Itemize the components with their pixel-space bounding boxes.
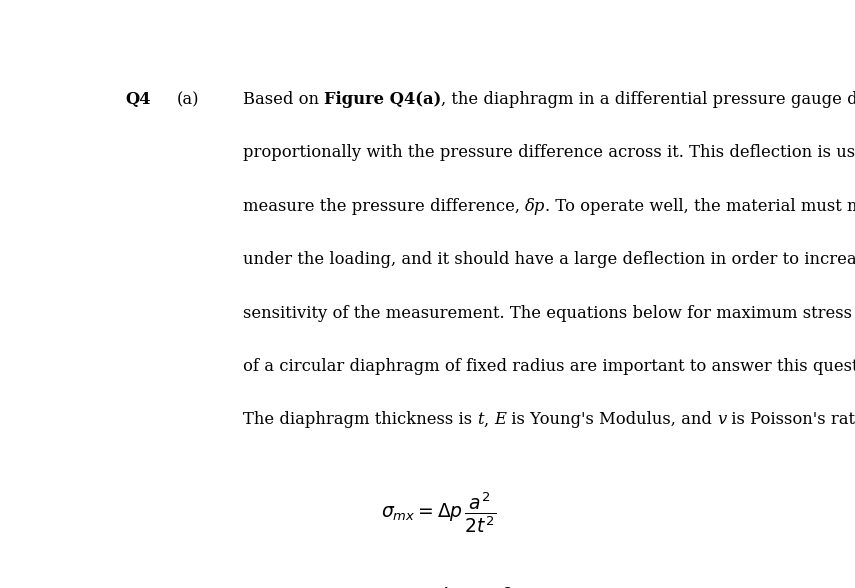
- Text: is Young's Modulus, and: is Young's Modulus, and: [506, 412, 717, 429]
- Text: . To operate well, the material must not fail: . To operate well, the material must not…: [545, 198, 855, 215]
- Text: of a circular diaphragm of fixed radius are important to answer this question.: of a circular diaphragm of fixed radius …: [243, 358, 855, 375]
- Text: $\delta = \dfrac{3\Delta p\,a^4(1 - v^2)}{16E\,t^3}$: $\delta = \dfrac{3\Delta p\,a^4(1 - v^2)…: [354, 585, 522, 588]
- Text: δp: δp: [525, 198, 545, 215]
- Text: t: t: [477, 412, 484, 429]
- Text: Figure Q4(a): Figure Q4(a): [324, 91, 441, 108]
- Text: Based on: Based on: [243, 91, 324, 108]
- Text: (a): (a): [176, 91, 199, 108]
- Text: sensitivity of the measurement. The equations below for maximum stress and: sensitivity of the measurement. The equa…: [243, 305, 855, 322]
- Text: ,: ,: [484, 412, 494, 429]
- Text: E: E: [494, 412, 506, 429]
- Text: The diaphragm thickness is: The diaphragm thickness is: [243, 412, 477, 429]
- Text: is Poisson's ratio.: is Poisson's ratio.: [727, 412, 855, 429]
- Text: , the diaphragm in a differential pressure gauge deflects: , the diaphragm in a differential pressu…: [441, 91, 855, 108]
- Text: $\sigma_{mx} = \Delta p\,\dfrac{a^2}{2t^2}$: $\sigma_{mx} = \Delta p\,\dfrac{a^2}{2t^…: [380, 490, 496, 534]
- Text: under the loading, and it should have a large deflection in order to increase th: under the loading, and it should have a …: [243, 251, 855, 268]
- Text: v: v: [717, 412, 727, 429]
- Text: proportionally with the pressure difference across it. This deflection is used t: proportionally with the pressure differe…: [243, 145, 855, 161]
- Text: measure the pressure difference,: measure the pressure difference,: [243, 198, 525, 215]
- Text: Q4: Q4: [126, 91, 151, 108]
